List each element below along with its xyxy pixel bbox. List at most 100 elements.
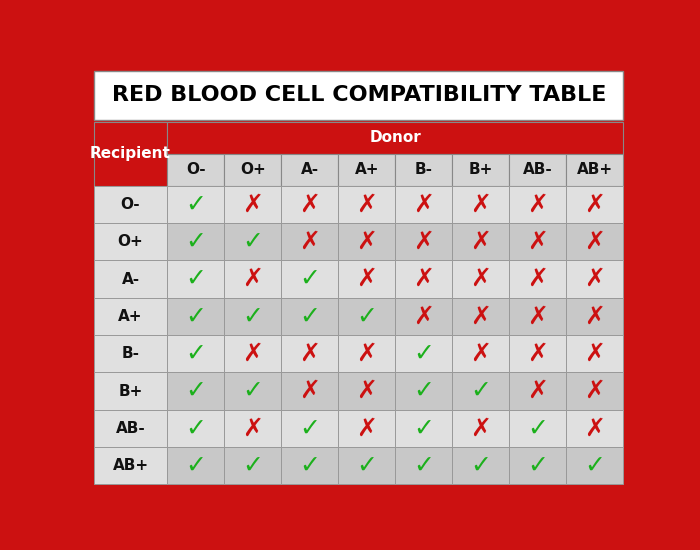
FancyBboxPatch shape: [510, 410, 566, 447]
Text: ✓: ✓: [527, 454, 548, 478]
Text: AB-: AB-: [523, 162, 553, 177]
FancyBboxPatch shape: [167, 372, 224, 410]
FancyBboxPatch shape: [566, 154, 624, 186]
FancyBboxPatch shape: [94, 410, 167, 447]
FancyBboxPatch shape: [94, 372, 167, 410]
FancyBboxPatch shape: [510, 154, 566, 186]
FancyBboxPatch shape: [224, 335, 281, 372]
FancyBboxPatch shape: [167, 260, 224, 298]
FancyBboxPatch shape: [566, 372, 624, 410]
Text: O+: O+: [240, 162, 265, 177]
FancyBboxPatch shape: [338, 223, 395, 260]
Text: ✗: ✗: [470, 304, 491, 328]
FancyBboxPatch shape: [452, 260, 510, 298]
Text: ✗: ✗: [299, 230, 320, 254]
Text: ✗: ✗: [584, 304, 606, 328]
FancyBboxPatch shape: [510, 223, 566, 260]
Text: A+: A+: [354, 162, 379, 177]
FancyBboxPatch shape: [281, 186, 338, 223]
Text: ✗: ✗: [527, 230, 548, 254]
Text: ✗: ✗: [527, 379, 548, 403]
Text: ✗: ✗: [584, 230, 606, 254]
FancyBboxPatch shape: [94, 122, 167, 186]
Text: ✗: ✗: [527, 192, 548, 216]
Text: ✓: ✓: [527, 416, 548, 441]
Text: ✗: ✗: [299, 379, 320, 403]
Text: ✗: ✗: [242, 416, 263, 441]
Text: ✓: ✓: [185, 342, 206, 366]
Text: ✗: ✗: [527, 342, 548, 366]
FancyBboxPatch shape: [338, 260, 395, 298]
Text: ✗: ✗: [356, 267, 377, 291]
Text: ✗: ✗: [470, 267, 491, 291]
Text: ✗: ✗: [356, 342, 377, 366]
Text: B-: B-: [122, 346, 139, 361]
Text: ✓: ✓: [242, 230, 263, 254]
Text: ✓: ✓: [185, 192, 206, 216]
Text: ✓: ✓: [584, 454, 606, 478]
FancyBboxPatch shape: [510, 335, 566, 372]
FancyBboxPatch shape: [338, 447, 395, 485]
FancyBboxPatch shape: [281, 260, 338, 298]
FancyBboxPatch shape: [224, 154, 281, 186]
Text: ✓: ✓: [185, 454, 206, 478]
Text: ✗: ✗: [299, 342, 320, 366]
Text: ✓: ✓: [413, 454, 434, 478]
FancyBboxPatch shape: [338, 372, 395, 410]
FancyBboxPatch shape: [395, 186, 452, 223]
FancyBboxPatch shape: [510, 186, 566, 223]
FancyBboxPatch shape: [395, 372, 452, 410]
FancyBboxPatch shape: [395, 410, 452, 447]
Text: ✗: ✗: [470, 416, 491, 441]
Text: O-: O-: [186, 162, 205, 177]
FancyBboxPatch shape: [281, 335, 338, 372]
Text: RED BLOOD CELL COMPATIBILITY TABLE: RED BLOOD CELL COMPATIBILITY TABLE: [111, 85, 606, 106]
Text: B-: B-: [415, 162, 433, 177]
FancyBboxPatch shape: [338, 335, 395, 372]
Text: ✓: ✓: [242, 304, 263, 328]
FancyBboxPatch shape: [281, 410, 338, 447]
Text: ✗: ✗: [242, 267, 263, 291]
FancyBboxPatch shape: [224, 372, 281, 410]
FancyBboxPatch shape: [566, 410, 624, 447]
FancyBboxPatch shape: [167, 154, 224, 186]
FancyBboxPatch shape: [224, 410, 281, 447]
Text: ✗: ✗: [470, 342, 491, 366]
Text: ✗: ✗: [527, 267, 548, 291]
FancyBboxPatch shape: [281, 154, 338, 186]
FancyBboxPatch shape: [167, 335, 224, 372]
FancyBboxPatch shape: [566, 260, 624, 298]
Text: ✗: ✗: [242, 192, 263, 216]
FancyBboxPatch shape: [94, 335, 167, 372]
FancyBboxPatch shape: [224, 260, 281, 298]
FancyBboxPatch shape: [395, 154, 452, 186]
Text: ✗: ✗: [356, 379, 377, 403]
Text: ✗: ✗: [242, 342, 263, 366]
FancyBboxPatch shape: [167, 298, 224, 335]
FancyBboxPatch shape: [281, 223, 338, 260]
FancyBboxPatch shape: [94, 223, 167, 260]
FancyBboxPatch shape: [452, 154, 510, 186]
FancyBboxPatch shape: [566, 335, 624, 372]
FancyBboxPatch shape: [224, 447, 281, 485]
FancyBboxPatch shape: [94, 260, 167, 298]
Text: ✓: ✓: [299, 416, 320, 441]
Text: AB+: AB+: [113, 458, 148, 473]
Text: ✗: ✗: [413, 267, 434, 291]
FancyBboxPatch shape: [452, 410, 510, 447]
FancyBboxPatch shape: [224, 298, 281, 335]
FancyBboxPatch shape: [167, 186, 224, 223]
FancyBboxPatch shape: [395, 335, 452, 372]
Text: B+: B+: [118, 383, 143, 399]
FancyBboxPatch shape: [452, 298, 510, 335]
Text: ✓: ✓: [413, 379, 434, 403]
FancyBboxPatch shape: [94, 186, 167, 223]
FancyBboxPatch shape: [566, 298, 624, 335]
FancyBboxPatch shape: [395, 447, 452, 485]
Text: ✓: ✓: [299, 267, 320, 291]
FancyBboxPatch shape: [510, 298, 566, 335]
FancyBboxPatch shape: [452, 372, 510, 410]
FancyBboxPatch shape: [281, 372, 338, 410]
Text: ✓: ✓: [413, 416, 434, 441]
Text: ✗: ✗: [356, 416, 377, 441]
